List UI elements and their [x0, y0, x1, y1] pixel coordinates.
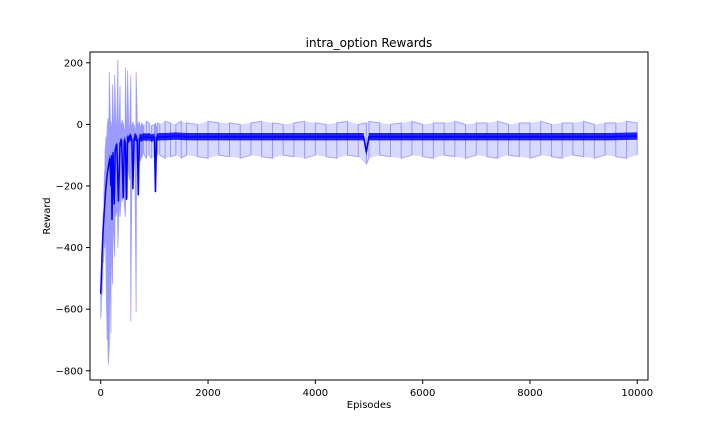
- plot-area: [99, 59, 638, 365]
- x-tick-label: 4000: [303, 388, 328, 399]
- x-tick-label: 0: [98, 388, 104, 399]
- y-tick-label: −400: [56, 243, 83, 254]
- x-tick-label: 2000: [195, 388, 220, 399]
- axes-frame: [89, 51, 649, 381]
- x-axis: 0 2000 4000 6000 8000 10000: [98, 380, 653, 399]
- y-axis: 200 0 −200 −400 −600 −800: [56, 58, 90, 377]
- y-tick-label: −600: [56, 305, 83, 316]
- y-tick-label: −800: [56, 366, 83, 377]
- x-tick-label: 8000: [517, 388, 542, 399]
- x-axis-label: Episodes: [347, 400, 391, 411]
- y-tick-label: −200: [56, 181, 83, 192]
- y-axis-label: Reward: [42, 197, 53, 234]
- y-tick-label: 200: [64, 58, 83, 69]
- y-tick-label: 0: [77, 120, 83, 131]
- x-tick-label: 6000: [410, 388, 435, 399]
- chart-title: intra_option Rewards: [306, 36, 433, 50]
- x-tick-label: 10000: [621, 388, 653, 399]
